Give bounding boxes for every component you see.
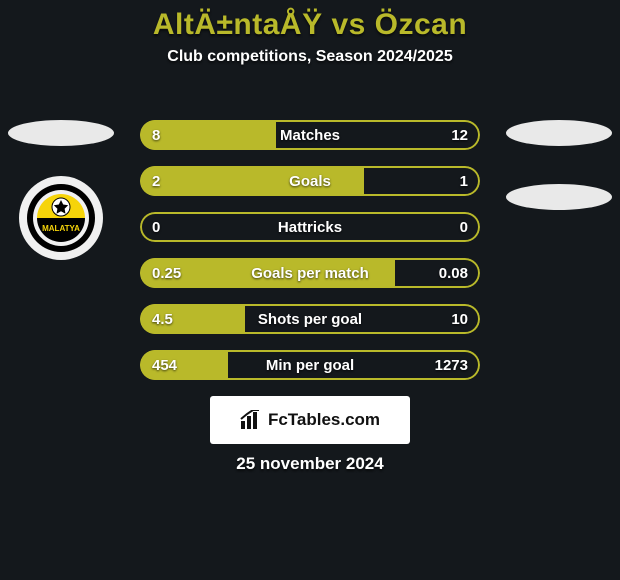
club-crest-left: MALATYA [19, 176, 103, 260]
player-photo-placeholder-right-2 [506, 184, 612, 210]
stat-label: Shots per goal [140, 304, 480, 334]
malatya-crest-icon: MALATYA [19, 176, 103, 260]
stat-row: 21Goals [140, 166, 480, 196]
stat-label: Goals per match [140, 258, 480, 288]
player-photo-placeholder-right-1 [506, 120, 612, 146]
stat-row: 4541273Min per goal [140, 350, 480, 380]
page-subtitle: Club competitions, Season 2024/2025 [0, 48, 620, 66]
stat-row: 0.250.08Goals per match [140, 258, 480, 288]
brand-badge: FcTables.com [210, 396, 410, 444]
page-title: AltÄ±ntaÅŸ vs Özcan [0, 0, 620, 42]
brand-text: FcTables.com [268, 410, 380, 430]
stat-label: Goals [140, 166, 480, 196]
stat-label: Min per goal [140, 350, 480, 380]
stat-row: 812Matches [140, 120, 480, 150]
right-player-column [504, 120, 614, 210]
stat-label: Hattricks [140, 212, 480, 242]
stat-row: 4.510Shots per goal [140, 304, 480, 334]
stat-label: Matches [140, 120, 480, 150]
bar-chart-icon [240, 410, 262, 430]
footer-date: 25 november 2024 [0, 454, 620, 474]
player-photo-placeholder-left [8, 120, 114, 146]
stat-row: 00Hattricks [140, 212, 480, 242]
left-player-column: MALATYA [6, 120, 116, 260]
svg-text:MALATYA: MALATYA [42, 224, 80, 233]
stats-container: 812Matches 21Goals 00Hattricks 0.250.08Goal… [140, 120, 480, 380]
